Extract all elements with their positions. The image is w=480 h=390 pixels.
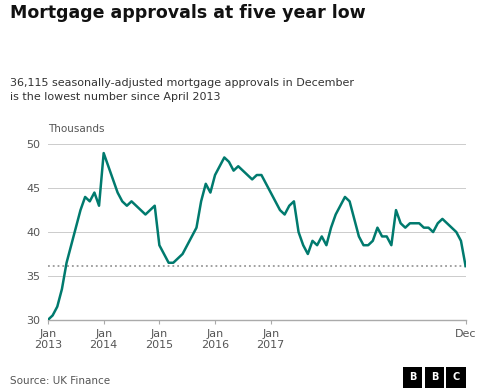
Text: Thousands: Thousands <box>48 124 105 134</box>
Text: B: B <box>431 372 438 382</box>
Text: Source: UK Finance: Source: UK Finance <box>10 376 110 386</box>
Text: B: B <box>409 372 417 382</box>
Text: 36,115 seasonally-adjusted mortgage approvals in December
is the lowest number s: 36,115 seasonally-adjusted mortgage appr… <box>10 78 354 102</box>
Text: Mortgage approvals at five year low: Mortgage approvals at five year low <box>10 4 365 22</box>
Text: C: C <box>452 372 460 382</box>
